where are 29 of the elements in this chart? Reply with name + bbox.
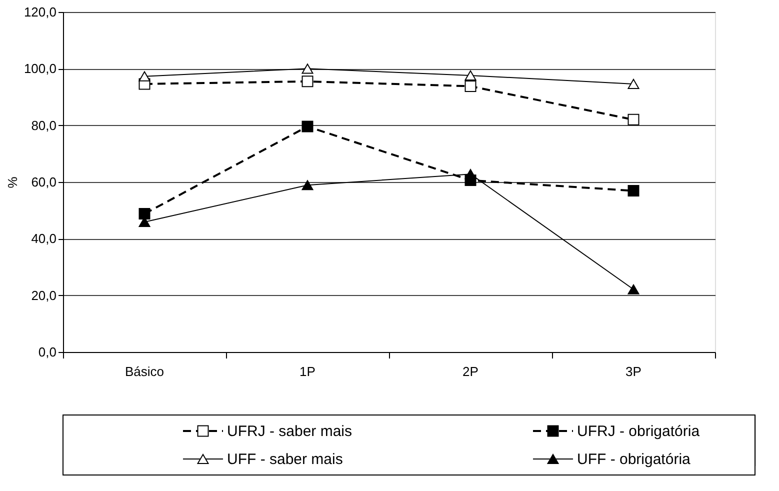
point: [464, 70, 476, 81]
x-tick-label: 2P: [462, 364, 478, 379]
point: [302, 76, 314, 88]
point: [628, 185, 640, 197]
y-tick-label: 20,0: [31, 288, 56, 303]
point: [138, 208, 150, 220]
point: [464, 169, 476, 180]
y-tick-label: 100,0: [24, 61, 56, 76]
legend-label: UFRJ - saber mais: [227, 423, 352, 440]
point: [302, 120, 314, 132]
point: [628, 78, 640, 90]
point: [138, 71, 150, 82]
y-tick-label: 120,0: [24, 4, 56, 20]
x-tick-label: 1P: [300, 364, 316, 379]
point: [302, 180, 314, 190]
y-tick-label: 60,0: [31, 174, 56, 190]
point: [464, 80, 476, 92]
legend-label: UFRJ - obrigatória: [577, 423, 700, 440]
y-tick-label: 80,0: [31, 118, 56, 133]
point: [628, 284, 640, 294]
x-tick-label: 3P: [626, 364, 642, 379]
y-tick-label: 0,0: [38, 344, 56, 360]
x-tick-label: Básico: [124, 364, 164, 379]
legend-label: UFF - saber mais: [227, 451, 343, 468]
legend-label: UFF - obrigatória: [577, 451, 692, 468]
point: [628, 114, 640, 126]
y-tick-label: 40,0: [31, 231, 56, 246]
y-axis-title: %: [4, 176, 20, 188]
point: [302, 64, 314, 74]
